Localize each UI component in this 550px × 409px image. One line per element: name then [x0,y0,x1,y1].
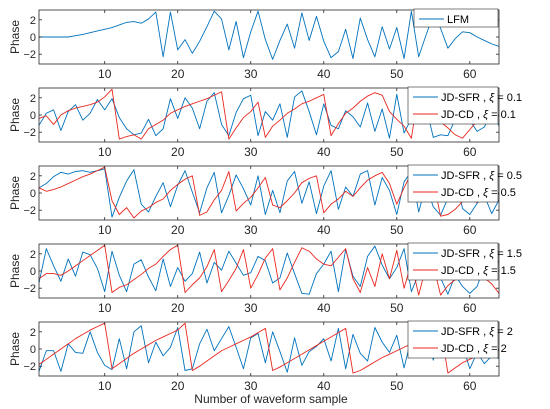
legend-label: JD-SFR , ξ = 0.5 [441,170,522,182]
y-tick-label: −2 [23,283,36,295]
y-axis-label: Phase [8,332,22,366]
subplot-5: 10 20 30 40 50 60 −2 0 2 Phase JD-SFR , ξ = 2 JD-CD… [8,320,513,393]
x-tick-label: 30 [244,301,258,315]
y-tick-label: 0 [30,32,36,44]
y-axis-label: Phase [8,20,22,54]
legend-label: JD-CD , ξ = 2 [441,343,507,355]
x-tick-label: 60 [463,145,477,159]
x-tick-label: 10 [98,301,112,315]
legend-label: JD-CD , ξ = 0.5 [441,187,516,199]
x-tick-label: 10 [98,67,112,81]
y-tick-label: 0 [30,110,36,122]
x-tick-label: 30 [244,379,258,393]
y-tick-label: −2 [23,205,36,217]
legend: JD-SFR , ξ = 1.5 JD-CD , ξ = 1.5 [407,242,522,281]
legend: JD-SFR , ξ = 2 JD-CD , ξ = 2 [407,320,513,359]
y-axis-label: Phase [8,98,22,132]
y-tick-label: 2 [30,171,36,183]
y-tick-label: 2 [30,249,36,261]
legend-box [407,164,499,203]
y-axis-label: Phase [8,176,22,210]
series-line-lfm [39,10,499,60]
x-tick-label: 60 [463,301,477,315]
x-tick-label: 20 [171,379,185,393]
legend-box [407,242,499,281]
x-tick-label: 50 [390,145,404,159]
y-tick-label: 0 [30,266,36,278]
x-tick-label: 60 [463,379,477,393]
x-tick-label: 50 [390,223,404,237]
x-tick-label: 30 [244,223,258,237]
legend-label: JD-SFR , ξ = 2 [441,326,513,338]
legend-label: JD-SFR , ξ = 1.5 [441,248,522,260]
x-tick-label: 20 [171,301,185,315]
y-tick-label: 0 [30,344,36,356]
legend-label: JD-CD , ξ = 0.1 [441,109,516,121]
x-tick-label: 60 [463,223,477,237]
legend-box [413,8,499,28]
x-tick-label: 60 [463,67,477,81]
x-tick-label: 10 [98,223,112,237]
y-tick-label: 2 [30,15,36,27]
x-tick-label: 50 [390,379,404,393]
x-tick-label: 40 [317,223,331,237]
x-tick-label: 50 [390,67,404,81]
legend: JD-SFR , ξ = 0.5 JD-CD , ξ = 0.5 [407,164,522,203]
y-tick-label: −2 [23,49,36,61]
x-tick-label: 40 [317,301,331,315]
legend: LFM [413,8,499,28]
legend-label: LFM [447,14,469,26]
x-tick-label: 30 [244,145,258,159]
x-tick-label: 20 [171,145,185,159]
x-tick-label: 50 [390,301,404,315]
x-tick-label: 10 [98,145,112,159]
y-axis-label: Phase [8,254,22,288]
y-tick-label: −2 [23,127,36,139]
legend-label: JD-CD , ξ = 1.5 [441,265,516,277]
x-tick-label: 30 [244,67,258,81]
x-tick-label: 40 [317,145,331,159]
x-tick-label: 20 [171,67,185,81]
series-line-jd-cd [39,244,499,296]
x-axis-label: Number of waveform sample [194,392,348,406]
y-tick-label: 2 [30,93,36,105]
y-tick-label: 0 [30,188,36,200]
legend-box [407,86,499,125]
legend-label: JD-SFR , ξ = 0.1 [441,92,522,104]
subplot-1: 10 20 30 40 50 60 −2 0 2 Phase LFM [8,8,500,81]
x-tick-label: 40 [317,67,331,81]
legend-box [407,320,499,359]
x-tick-label: 20 [171,223,185,237]
legend: JD-SFR , ξ = 0.1 JD-CD , ξ = 0.1 [407,86,522,125]
x-tick-label: 40 [317,379,331,393]
x-tick-label: 10 [98,379,112,393]
y-tick-label: 2 [30,327,36,339]
y-tick-label: −2 [23,361,36,373]
